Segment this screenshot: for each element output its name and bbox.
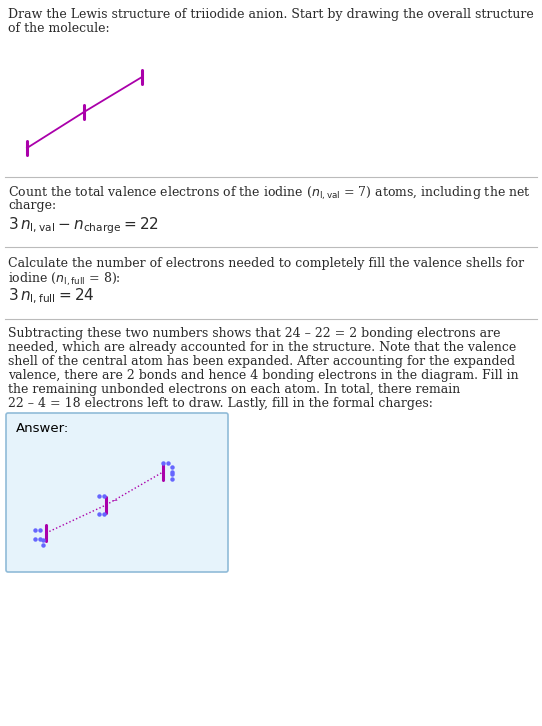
Text: Calculate the number of electrons needed to completely fill the valence shells f: Calculate the number of electrons needed… (8, 257, 524, 270)
Text: the remaining unbonded electrons on each atom. In total, there remain: the remaining unbonded electrons on each… (8, 383, 460, 396)
Text: $3\, n_{\mathrm{I,full}} = 24$: $3\, n_{\mathrm{I,full}} = 24$ (8, 287, 94, 306)
Text: Answer:: Answer: (16, 422, 69, 435)
Text: Draw the Lewis structure of triiodide anion. Start by drawing the overall struct: Draw the Lewis structure of triiodide an… (8, 8, 534, 21)
Text: valence, there are 2 bonds and hence 4 bonding electrons in the diagram. Fill in: valence, there are 2 bonds and hence 4 b… (8, 369, 519, 382)
Text: $^{-}$: $^{-}$ (111, 498, 118, 508)
Text: 22 – 4 = 18 electrons left to draw. Lastly, fill in the formal charges:: 22 – 4 = 18 electrons left to draw. Last… (8, 397, 433, 410)
Text: $3\, n_{\mathrm{I,val}} - n_{\mathrm{charge}} = 22$: $3\, n_{\mathrm{I,val}} - n_{\mathrm{cha… (8, 215, 159, 236)
Text: needed, which are already accounted for in the structure. Note that the valence: needed, which are already accounted for … (8, 341, 516, 354)
Text: Subtracting these two numbers shows that 24 – 22 = 2 bonding electrons are: Subtracting these two numbers shows that… (8, 327, 500, 340)
Text: of the molecule:: of the molecule: (8, 22, 109, 35)
FancyBboxPatch shape (6, 413, 228, 572)
Text: charge:: charge: (8, 199, 56, 212)
Text: shell of the central atom has been expanded. After accounting for the expanded: shell of the central atom has been expan… (8, 355, 515, 368)
Text: iodine ($n_{\mathrm{I,full}}$ = 8):: iodine ($n_{\mathrm{I,full}}$ = 8): (8, 271, 121, 288)
Text: Count the total valence electrons of the iodine ($n_{\mathrm{I,val}}$ = 7) atoms: Count the total valence electrons of the… (8, 185, 531, 203)
